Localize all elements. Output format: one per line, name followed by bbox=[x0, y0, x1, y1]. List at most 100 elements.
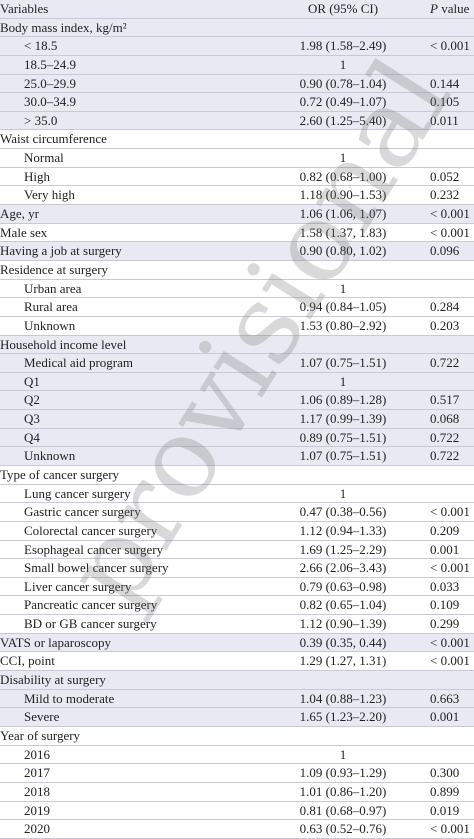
variable-cell: 2018 bbox=[24, 783, 50, 799]
p-value-cell: 0.068 bbox=[430, 411, 460, 427]
variable-cell: Q1 bbox=[24, 373, 40, 389]
table-row: Age, yr 1.06 (1.06, 1.07) < 0.001 bbox=[0, 205, 474, 224]
p-value-cell: 0.899 bbox=[430, 783, 460, 799]
table-row: > 35.0 2.60 (1.25–5.40) 0.011 bbox=[0, 111, 474, 131]
variable-cell: Urban area bbox=[24, 280, 82, 296]
p-value-cell: 0.722 bbox=[430, 448, 460, 464]
or-cell: 0.94 (0.84–1.05) bbox=[299, 299, 387, 315]
p-value-cell: 0.209 bbox=[430, 522, 460, 538]
or-cell: 1.69 (1.25–2.29) bbox=[299, 541, 387, 557]
variable-cell: Q2 bbox=[24, 392, 40, 408]
table-row: 2020 0.63 (0.52–0.76) < 0.001 bbox=[0, 820, 474, 839]
variable-cell: CCI, point bbox=[0, 653, 55, 669]
table-row: Gastric cancer surgery 0.47 (0.38–0.56) < … bbox=[0, 503, 474, 522]
or-cell: 1 bbox=[339, 280, 347, 296]
variable-cell: 30.0–34.9 bbox=[24, 94, 76, 110]
or-cell: 1 bbox=[339, 56, 347, 72]
variable-cell: Male sex bbox=[0, 224, 48, 240]
table-row: Unknown 1.07 (0.75–1.51) 0.722 bbox=[0, 447, 474, 466]
or-cell: 0.79 (0.63–0.98) bbox=[299, 578, 387, 594]
header-italic: P bbox=[430, 1, 438, 16]
table-row: Q2 1.06 (0.89–1.28) 0.517 bbox=[0, 391, 474, 411]
table-row: Severe 1.65 (1.23–2.20) 0.001 bbox=[0, 708, 474, 727]
variable-cell: Liver cancer surgery bbox=[24, 578, 132, 594]
variable-cell: Year of surgery bbox=[0, 727, 81, 743]
p-value-cell: 0.019 bbox=[430, 802, 460, 818]
variable-cell: Disability at surgery bbox=[0, 672, 106, 688]
or-cell: 1.12 (0.90–1.39) bbox=[299, 616, 387, 632]
variable-cell: 25.0–29.9 bbox=[24, 75, 76, 91]
table-row: 25.0–29.9 0.90 (0.78–1.04) 0.144 bbox=[0, 74, 474, 94]
variable-cell: 2020 bbox=[24, 821, 50, 837]
table-row: Waist circumference bbox=[0, 130, 474, 150]
table-row: Liver cancer surgery 0.79 (0.63–0.98) 0.03… bbox=[0, 578, 474, 597]
variable-cell: Waist circumference bbox=[0, 131, 107, 147]
variable-cell: Q4 bbox=[24, 429, 40, 445]
or-cell: 0.82 (0.65–1.04) bbox=[299, 597, 387, 613]
table-row: Year of surgery bbox=[0, 727, 474, 746]
variable-cell: Medical aid program bbox=[24, 355, 134, 371]
table-row: Q1 1 bbox=[0, 372, 474, 392]
header-text: value bbox=[441, 1, 470, 16]
variable-cell: < 18.5 bbox=[24, 38, 58, 54]
variable-cell: Severe bbox=[24, 709, 60, 725]
variable-cell: 18.5–24.9 bbox=[24, 56, 76, 72]
or-cell: 1.07 (0.75–1.51) bbox=[299, 448, 387, 464]
variable-cell: 2019 bbox=[24, 802, 50, 818]
variable-cell: > 35.0 bbox=[24, 112, 58, 128]
variable-cell: Mild to moderate bbox=[24, 690, 115, 706]
table-row: 30.0–34.9 0.72 (0.49–1.07) 0.105 bbox=[0, 93, 474, 112]
variable-cell: VATS or laparoscopy bbox=[0, 634, 111, 650]
or-cell: 1.98 (1.58–2.49) bbox=[299, 38, 387, 54]
or-cell: 1.53 (0.80–2.92) bbox=[299, 317, 387, 333]
variable-cell: Age, yr bbox=[0, 206, 39, 222]
variable-cell: Lung cancer surgery bbox=[24, 485, 131, 501]
p-value-cell: 0.203 bbox=[430, 317, 460, 333]
p-value-cell: < 0.001 bbox=[430, 821, 470, 837]
p-value-cell: < 0.001 bbox=[430, 504, 470, 520]
p-value-cell: 0.096 bbox=[430, 243, 460, 259]
p-value-cell: < 0.001 bbox=[430, 38, 470, 54]
variable-cell: Type of cancer surgery bbox=[0, 467, 120, 482]
p-value-cell: 0.232 bbox=[430, 187, 460, 203]
header-cell: P value bbox=[430, 0, 469, 19]
variable-cell: Esophageal cancer surgery bbox=[24, 541, 164, 557]
table-row: Household income level bbox=[0, 335, 474, 355]
variable-cell: Gastric cancer surgery bbox=[24, 504, 141, 520]
table-row: Small bowel cancer surgery 2.66 (2.06–3.4… bbox=[0, 559, 474, 578]
p-value-cell: 0.300 bbox=[430, 765, 460, 781]
or-cell: 0.72 (0.49–1.07) bbox=[299, 94, 387, 110]
or-cell: 1.29 (1.27, 1.31) bbox=[299, 653, 387, 669]
p-value-cell: < 0.001 bbox=[430, 224, 470, 240]
or-cell: 0.47 (0.38–0.56) bbox=[299, 504, 387, 520]
variable-cell: Household income level bbox=[0, 336, 127, 352]
p-value-cell: 0.001 bbox=[430, 709, 460, 725]
variable-cell: Very high bbox=[24, 187, 75, 203]
or-cell: 0.89 (0.75–1.51) bbox=[299, 429, 387, 445]
table-row: Medical aid program 1.07 (0.75–1.51) 0.722 bbox=[0, 354, 474, 373]
variable-cell: 2017 bbox=[24, 765, 50, 781]
table-row: Rural area 0.94 (0.84–1.05) 0.284 bbox=[0, 298, 474, 317]
variable-cell: Normal bbox=[24, 150, 64, 166]
p-value-cell: 0.144 bbox=[430, 75, 460, 91]
or-cell: 0.90 (0.78–1.04) bbox=[299, 75, 387, 91]
table-row: 18.5–24.9 1 bbox=[0, 55, 474, 75]
or-cell: 1 bbox=[339, 373, 347, 389]
header-cell: OR (95% CI) bbox=[307, 1, 379, 16]
or-cell: 1.06 (1.06, 1.07) bbox=[299, 206, 387, 222]
variable-cell: Having a job at surgery bbox=[0, 243, 122, 259]
table-row: Normal 1 bbox=[0, 149, 474, 168]
or-cell: 0.63 (0.52–0.76) bbox=[299, 821, 387, 837]
or-cell: 0.81 (0.68–0.97) bbox=[299, 802, 387, 818]
table-row: VATS or laparoscopy 0.39 (0.35, 0.44) < 0.… bbox=[0, 633, 474, 653]
or-cell: 1.17 (0.99–1.39) bbox=[299, 411, 387, 427]
variable-cell: Unknown bbox=[24, 317, 76, 333]
table-row: Disability at surgery bbox=[0, 671, 474, 690]
p-value-cell: < 0.001 bbox=[430, 206, 470, 222]
table-row: Type of cancer surgery bbox=[0, 466, 474, 485]
table-row: Q4 0.89 (0.75–1.51) 0.722 bbox=[0, 428, 474, 448]
table-row: Pancreatic cancer surgery 0.82 (0.65–1.04… bbox=[0, 596, 474, 616]
table-row: CCI, point 1.29 (1.27, 1.31) < 0.001 bbox=[0, 652, 474, 672]
or-cell: 1.09 (0.93–1.29) bbox=[299, 765, 387, 781]
